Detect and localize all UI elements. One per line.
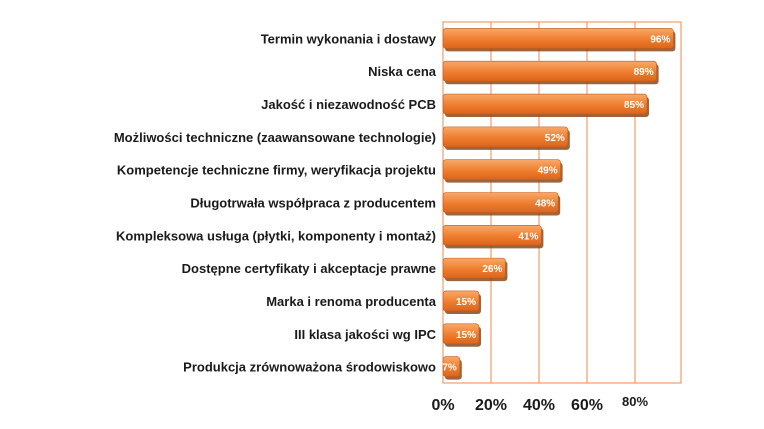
- x-tick-label: 20%: [475, 397, 507, 414]
- x-tick-label: 80%: [622, 394, 648, 409]
- category-label: Kompleksowa usługa (płytki, komponenty i…: [116, 228, 436, 243]
- bar-value-label: 41%: [518, 231, 538, 242]
- bar-8: [442, 257, 506, 279]
- x-tick-label: 60%: [571, 397, 603, 414]
- bar-5: [442, 159, 561, 180]
- bar-6: [442, 192, 559, 213]
- bar-3: [442, 93, 648, 115]
- bar-11: [442, 356, 461, 377]
- bar-value-label: 26%: [482, 264, 502, 275]
- x-tick-label: 40%: [523, 397, 555, 414]
- bar-value-label: 49%: [538, 166, 558, 177]
- bar-value-label: 52%: [545, 133, 565, 144]
- category-label: III klasa jakości wg IPC: [294, 327, 436, 342]
- category-label: Możliwości techniczne (zaawansowane tech…: [114, 130, 436, 145]
- category-label: Produkcja zrównoważona środowiskowo: [183, 360, 436, 375]
- category-label: Jakość i niezawodność PCB: [261, 97, 436, 112]
- category-label: Termin wykonania i dostawy: [261, 31, 437, 46]
- category-label: Dostępne certyfikaty i akceptacje prawne: [182, 261, 436, 276]
- bar-value-label: 85%: [624, 100, 644, 111]
- bar-9: [442, 290, 480, 312]
- bar-2: [442, 60, 657, 82]
- bar-value-label: 7%: [442, 363, 457, 374]
- bar-7: [442, 225, 542, 246]
- category-label: Długotrwała współpraca z producentem: [190, 196, 436, 211]
- bar-value-label: 89%: [634, 67, 654, 78]
- bar-value-label: 48%: [535, 199, 555, 210]
- bar-10: [442, 323, 480, 345]
- category-label: Kompetencje techniczne firmy, weryfikacj…: [117, 163, 436, 178]
- bar-value-label: 15%: [456, 297, 476, 308]
- bar-4: [442, 126, 569, 148]
- x-tick-label: 0%: [431, 397, 454, 414]
- category-label: Marka i renoma producenta: [266, 294, 437, 309]
- bar-value-label: 15%: [456, 330, 476, 341]
- bar-1: [442, 28, 674, 49]
- category-label: Niska cena: [368, 64, 437, 79]
- bar-value-label: 96%: [650, 34, 670, 45]
